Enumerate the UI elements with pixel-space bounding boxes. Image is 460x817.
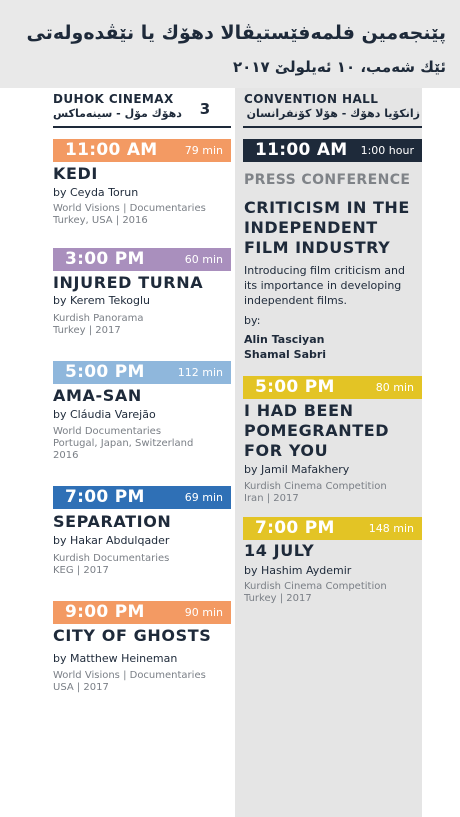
film-section: World Visions | Documentaries <box>53 203 206 214</box>
description-line: independent films. <box>244 294 347 307</box>
film-title: SEPARATION <box>53 512 172 531</box>
screening-duration: 148 min <box>368 522 414 535</box>
film-section: Kurdish Cinema Competition <box>244 581 387 592</box>
convention-hall-column <box>235 88 422 817</box>
time-bar: 3:00 PM 60 min <box>53 248 231 271</box>
film-section: Kurdish Panorama <box>53 313 144 324</box>
venue-divider-right <box>243 126 422 128</box>
time-bar: 7:00 PM 148 min <box>243 517 422 540</box>
screening-time: 7:00 PM <box>65 487 145 507</box>
time-bar: 5:00 PM 80 min <box>243 376 422 399</box>
speaker-name: Shamal Sabri <box>244 348 327 361</box>
film-director: by Hakar Abdulqader <box>53 534 170 547</box>
film-section: Kurdish Cinema Competition <box>244 481 387 492</box>
time-bar: 7:00 PM 69 min <box>53 486 231 509</box>
press-conference-label: PRESS CONFERENCE <box>244 172 411 188</box>
screening-duration: 69 min <box>184 491 223 504</box>
screening-duration: 80 min <box>375 381 414 394</box>
screening-duration: 79 min <box>184 144 223 157</box>
venue-name: DUHOK CINEMAX <box>53 92 174 106</box>
venue-name: CONVENTION HALL <box>244 92 379 106</box>
festival-header: پێنجەمین فلمەفێستیڤالا دهۆك یا نێڤدەولەت… <box>0 0 460 88</box>
time-bar: 5:00 PM 112 min <box>53 361 231 384</box>
description-line: Introducing film criticism and <box>244 264 405 277</box>
festival-title: پێنجەمین فلمەفێستیڤالا دهۆك یا نێڤدەولەت… <box>26 22 447 44</box>
venue-name-kurdish: زانكۆیا دهۆك - هۆلا كۆنفرانسان <box>246 107 420 120</box>
screening-time: 5:00 PM <box>65 362 145 382</box>
film-title: KEDI <box>53 164 98 183</box>
screening-duration: 60 min <box>184 253 223 266</box>
film-section: World Visions | Documentaries <box>53 670 206 681</box>
film-director: by Ceyda Torun <box>53 186 139 199</box>
description-line: its importance in developing <box>244 279 402 292</box>
film-title: CITY OF GHOSTS <box>53 626 212 645</box>
venue-divider-left <box>53 126 231 128</box>
screening-duration: 90 min <box>184 606 223 619</box>
film-title-line: FOR YOU <box>244 441 329 460</box>
screening-time: 7:00 PM <box>255 518 335 538</box>
film-country: Portugal, Japan, Switzerland <box>53 438 194 449</box>
film-country-year: KEG | 2017 <box>53 565 109 576</box>
film-year: 2016 <box>53 450 79 461</box>
schedule-date: ئێك شەمب، ١٠ ئەیلولێ ٢٠١٧ <box>233 58 446 76</box>
venue-heading-convention-hall: CONVENTION HALL زانكۆیا دهۆك - هۆلا كۆنف… <box>244 92 420 126</box>
film-country-year: Turkey | 2017 <box>244 593 312 604</box>
speaker-name: Alin Tasciyan <box>244 333 325 346</box>
film-title: 14 JULY <box>244 541 315 560</box>
title-line: CRITICISM IN THE <box>244 198 410 217</box>
film-director: by Matthew Heineman <box>53 652 178 665</box>
screening-time: 5:00 PM <box>255 377 335 397</box>
time-bar: 11:00 AM 79 min <box>53 139 231 162</box>
speakers-label: by: <box>244 314 261 327</box>
film-title: INJURED TURNA <box>53 273 204 292</box>
screening-time: 3:00 PM <box>65 249 145 269</box>
film-title: AMA-SAN <box>53 386 142 405</box>
title-line: FILM INDUSTRY <box>244 238 391 257</box>
film-section: World Documentaries <box>53 426 162 437</box>
film-director: by Kerem Tekoglu <box>53 294 151 307</box>
screening-duration: 112 min <box>177 366 223 379</box>
film-title-line: POMEGRANTED <box>244 421 390 440</box>
film-section: Kurdish Documentaries <box>53 553 170 564</box>
venue-heading-cinemax: DUHOK CINEMAX دهۆك مۆل - سینەماكس <box>53 92 183 126</box>
film-title-line: I HAD BEEN <box>244 401 354 420</box>
film-country-year: USA | 2017 <box>53 682 109 693</box>
time-bar: 11:00 AM 1:00 hour <box>243 139 422 162</box>
film-country-year: Turkey | 2017 <box>53 325 121 336</box>
film-director: by Hashim Aydemir <box>244 564 352 577</box>
screening-time: 9:00 PM <box>65 602 145 622</box>
title-line: INDEPENDENT <box>244 218 378 237</box>
venue-name-kurdish: دهۆك مۆل - سینەماكس <box>53 107 182 120</box>
screening-time: 11:00 AM <box>65 140 158 160</box>
day-number: 3 <box>199 100 211 118</box>
film-country-year: Turkey, USA | 2016 <box>53 215 148 226</box>
film-director: by Jamil Mafakhery <box>244 463 350 476</box>
session-duration: 1:00 hour <box>360 144 414 157</box>
press-conference-title: CRITICISM IN THE INDEPENDENT FILM INDUST… <box>244 198 422 258</box>
film-country-year: Iran | 2017 <box>244 493 299 504</box>
press-conference-description: Introducing film criticism and its impor… <box>244 263 422 308</box>
session-time: 11:00 AM <box>255 140 348 160</box>
time-bar: 9:00 PM 90 min <box>53 601 231 624</box>
film-director: by Cláudia Varejão <box>53 408 156 421</box>
